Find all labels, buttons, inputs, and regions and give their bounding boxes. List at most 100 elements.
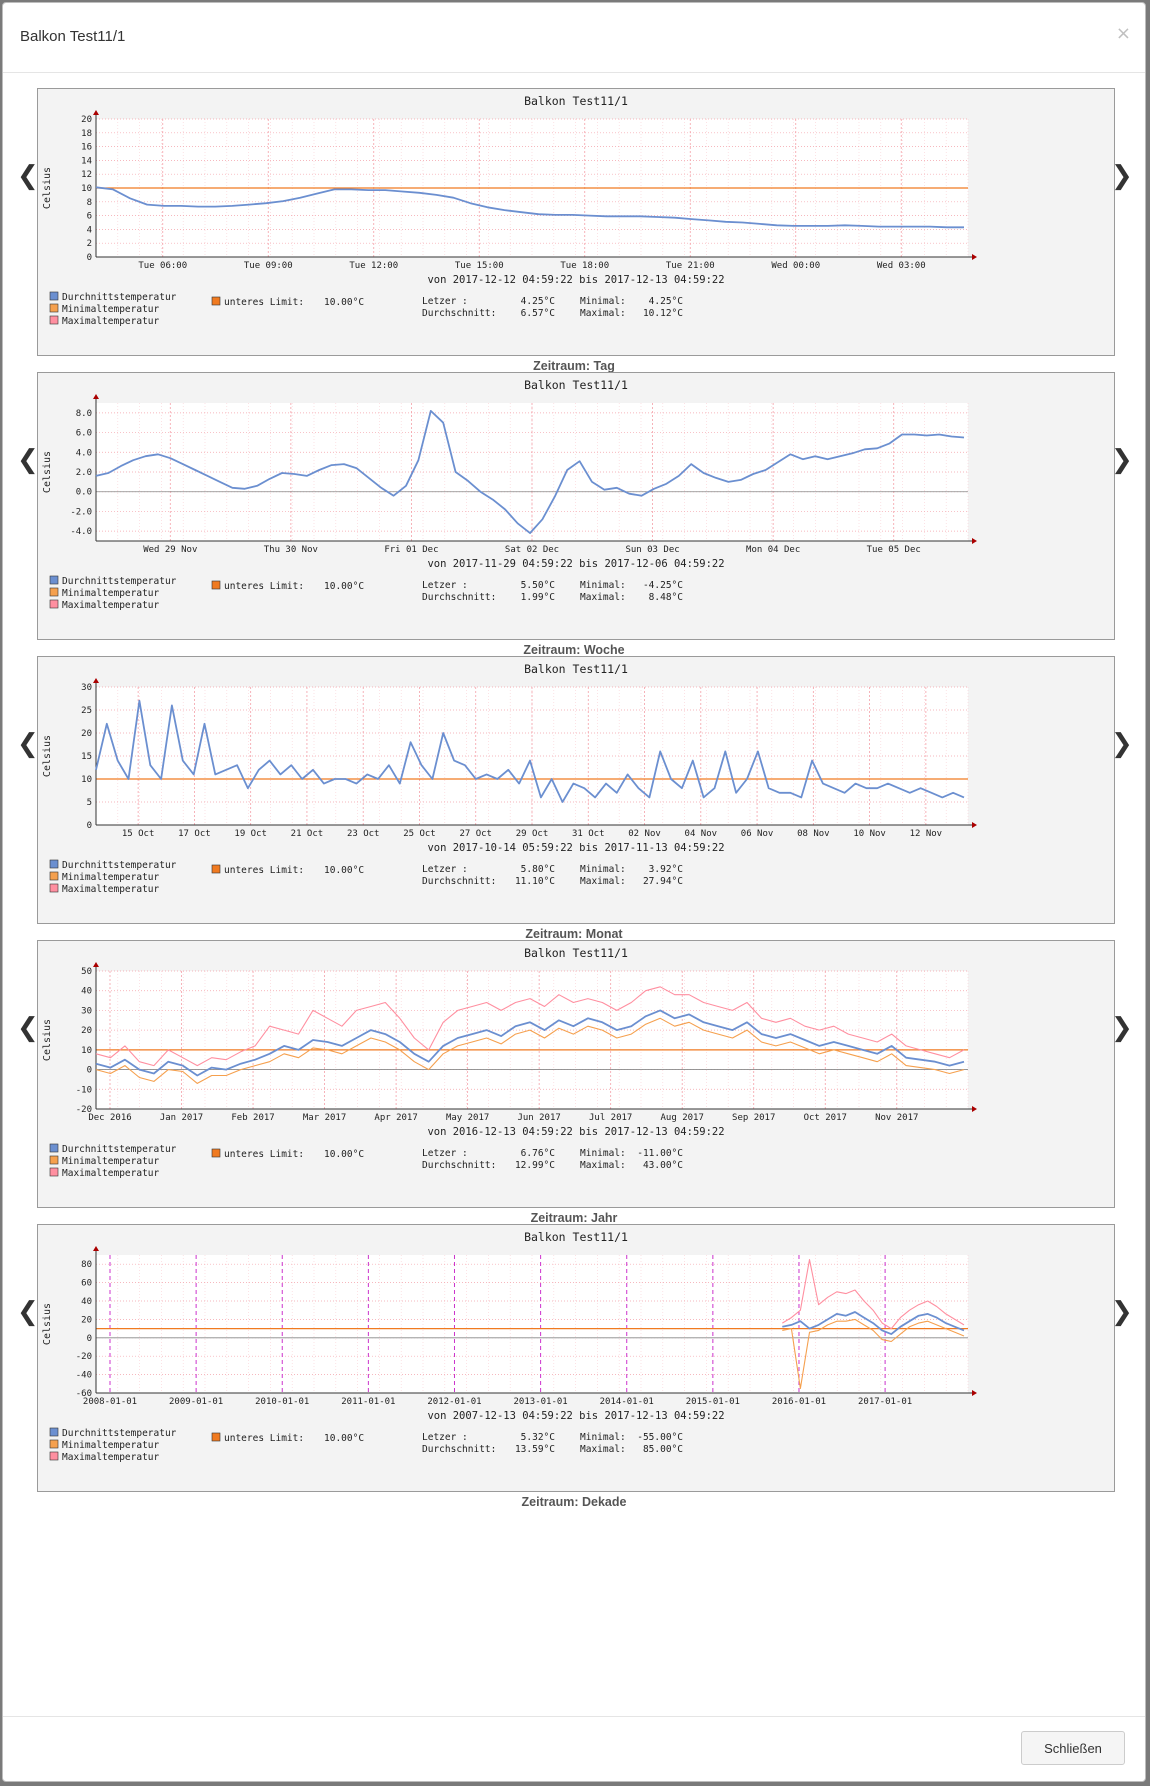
stat-value-last: 4.25°C — [521, 296, 555, 307]
x-tick-label: 02 Nov — [628, 829, 661, 839]
series-line — [95, 186, 964, 229]
x-tick-label: Wed 00:00 — [771, 261, 820, 271]
x-tick-label: Tue 21:00 — [666, 261, 715, 271]
stat-value-min: 4.25°C — [649, 296, 683, 307]
limit-label: unteres Limit: — [224, 297, 304, 308]
stat-label-last: Letzer : — [422, 296, 468, 307]
stat-value-avg: 13.59°C — [515, 1444, 555, 1455]
legend-item: Maximaltemperatur — [62, 600, 160, 611]
y-tick-label: 40 — [81, 987, 92, 997]
prev-arrow-icon[interactable]: ❮ — [17, 445, 39, 475]
x-tick-label: 10 Nov — [853, 829, 886, 839]
x-tick-label: Jan 2017 — [160, 1113, 203, 1123]
x-tick-label: 06 Nov — [741, 829, 774, 839]
legend-swatch — [49, 859, 59, 869]
stat-value-max: 85.00°C — [643, 1444, 683, 1455]
temperature-chart: Balkon Test11/1 -60 -40 -20 0 20 40 60 80 2008-01… — [42, 1230, 977, 1463]
y-axis-arrow-icon — [93, 962, 99, 967]
legend-item: Minimaltemperatur — [62, 1440, 160, 1451]
y-tick-label: 0 — [87, 253, 92, 263]
stat-value-last: 5.50°C — [521, 580, 555, 591]
y-tick-label: 12 — [81, 170, 92, 180]
period-caption: Zeitraum: Tag — [533, 359, 615, 373]
stat-label-avg: Durchschnitt: — [422, 308, 496, 319]
stat-label-last: Letzer : — [422, 864, 468, 875]
graph-image: Balkon Test11/1 -20 -10 0 10 20 30 40 50 Dec 2016… — [37, 940, 1115, 1208]
y-tick-label: 20 — [81, 1315, 92, 1325]
stat-value-last: 6.76°C — [521, 1148, 555, 1159]
prev-arrow-icon[interactable]: ❮ — [17, 161, 39, 191]
legend-item: Maximaltemperatur — [62, 884, 160, 895]
y-tick-label: -60 — [76, 1389, 92, 1399]
stat-label-max: Maximal: — [580, 876, 626, 887]
x-tick-label: Sun 03 Dec — [625, 545, 679, 555]
series-line — [95, 1009, 965, 1077]
chart-title: Balkon Test11/1 — [524, 94, 628, 108]
y-tick-label: 40 — [81, 1297, 92, 1307]
next-arrow-icon[interactable]: ❯ — [1111, 445, 1133, 475]
y-tick-label: 30 — [81, 1006, 92, 1016]
x-tick-label: 31 Oct — [572, 829, 605, 839]
x-tick-label: 25 Oct — [403, 829, 436, 839]
prev-arrow-icon[interactable]: ❮ — [17, 1013, 39, 1043]
y-tick-label: 8.0 — [76, 409, 92, 419]
legend-item: Minimaltemperatur — [62, 304, 160, 315]
legend-swatch — [211, 1148, 221, 1158]
stat-label-min: Minimal: — [580, 864, 626, 875]
x-tick-label: Mon 04 Dec — [746, 545, 800, 555]
x-tick-label: 2013-01-01 — [514, 1397, 568, 1407]
stat-value-avg: 1.99°C — [521, 592, 555, 603]
series-line — [95, 1017, 965, 1084]
stat-value-max: 10.12°C — [643, 308, 683, 319]
x-tick-label: 23 Oct — [347, 829, 380, 839]
stat-label-last: Letzer : — [422, 1148, 468, 1159]
legend-item: Durchnittstemperatur — [62, 1428, 177, 1439]
legend-swatch — [49, 871, 59, 881]
modal-footer: Schließen — [3, 1716, 1145, 1781]
legend-item: Maximaltemperatur — [62, 1452, 160, 1463]
y-tick-label: 50 — [81, 967, 92, 977]
y-tick-label: 10 — [81, 775, 92, 785]
limit-value: 10.00°C — [324, 581, 364, 592]
y-tick-label: 14 — [81, 156, 92, 166]
prev-arrow-icon[interactable]: ❮ — [17, 729, 39, 759]
x-tick-label: Nov 2017 — [875, 1113, 918, 1123]
next-arrow-icon[interactable]: ❯ — [1111, 1297, 1133, 1327]
limit-value: 10.00°C — [324, 1433, 364, 1444]
temperature-chart: Balkon Test11/1 -20 -10 0 10 20 30 40 50 Dec 2016… — [42, 946, 977, 1179]
date-range-text: von 2017-10-14 05:59:22 bis 2017-11-13 0… — [427, 842, 724, 854]
legend-item: Minimaltemperatur — [62, 1156, 160, 1167]
series-line — [782, 1311, 965, 1335]
x-tick-label: 17 Oct — [178, 829, 211, 839]
close-icon[interactable]: × — [1115, 23, 1131, 44]
stat-value-last: 5.80°C — [521, 864, 555, 875]
y-tick-label: 0 — [87, 1066, 92, 1076]
legend-item: Maximaltemperatur — [62, 316, 160, 327]
prev-arrow-icon[interactable]: ❮ — [17, 1297, 39, 1327]
y-tick-label: 18 — [81, 129, 92, 139]
x-tick-label: 29 Oct — [516, 829, 549, 839]
next-arrow-icon[interactable]: ❯ — [1111, 1013, 1133, 1043]
stat-value-max: 27.94°C — [643, 876, 683, 887]
x-tick-label: 2017-01-01 — [858, 1397, 912, 1407]
x-tick-label: 2008-01-01 — [83, 1397, 137, 1407]
stat-label-last: Letzer : — [422, 580, 468, 591]
y-axis-arrow-icon — [93, 394, 99, 399]
close-button[interactable]: Schließen — [1021, 1731, 1125, 1765]
legend-swatch — [49, 599, 59, 609]
y-tick-label: 4.0 — [76, 448, 92, 458]
x-tick-label: Dec 2016 — [88, 1113, 131, 1123]
x-tick-label: 2014-01-01 — [600, 1397, 654, 1407]
y-axis-arrow-icon — [93, 678, 99, 683]
y-tick-label: 60 — [81, 1279, 92, 1289]
next-arrow-icon[interactable]: ❯ — [1111, 161, 1133, 191]
y-tick-label: 2.0 — [76, 468, 92, 478]
graph-block-1: ❮ ❯ Balkon Test11/1 0 2 4 6 8 10 12 14 16 18 20 Tue 06… — [3, 73, 1145, 373]
y-tick-label: -10 — [76, 1085, 92, 1095]
legend-swatch — [49, 303, 59, 313]
y-axis-label: Celsius — [42, 735, 53, 777]
next-arrow-icon[interactable]: ❯ — [1111, 729, 1133, 759]
stat-value-avg: 6.57°C — [521, 308, 555, 319]
y-tick-label: -4.0 — [70, 527, 92, 537]
y-tick-label: 0.0 — [76, 488, 92, 498]
